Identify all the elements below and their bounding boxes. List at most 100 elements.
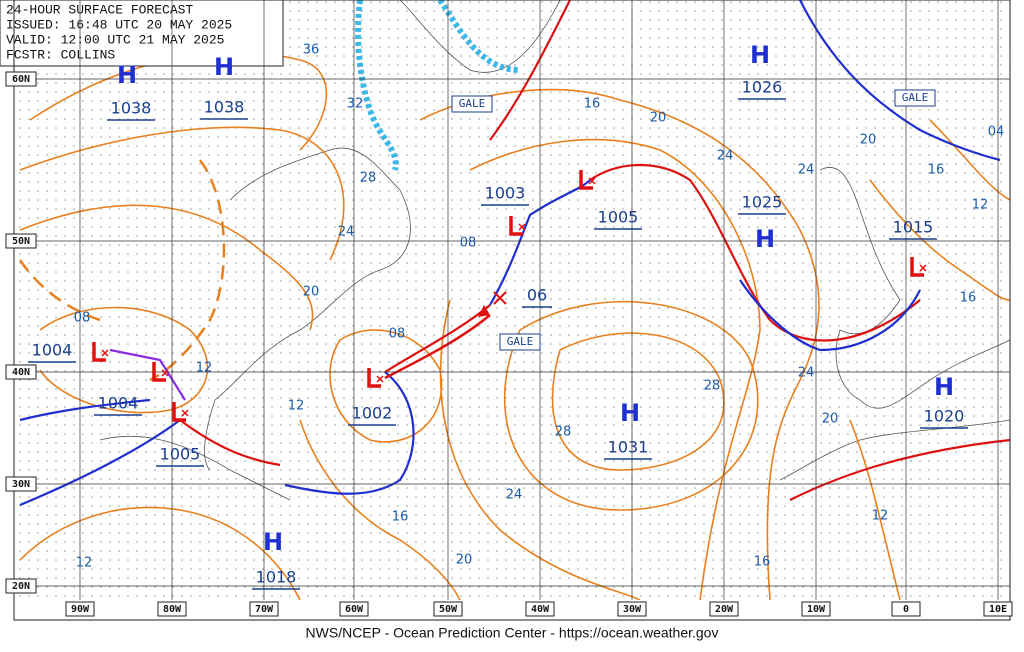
coast-africa [779,419,1011,481]
warm-front [179,419,281,467]
low-symbol [172,402,186,422]
isobar [39,306,209,414]
high-symbol: H [263,528,283,556]
coast-caribbean [99,435,291,501]
lon-label-box [339,601,369,617]
lon-label: 0 [903,604,909,615]
isobar-label: 20 [456,553,473,568]
lat-label: 40N [12,367,30,378]
header-line: FCSTR: COLLINS [6,47,115,62]
warm-front [489,0,571,141]
isobar [439,299,641,601]
gale-label: GALE [902,91,929,104]
low-pressure: 1005 [160,445,201,464]
isobar-label: 20 [303,285,320,300]
cold-front [799,0,1001,162]
low-symbol [92,342,106,362]
isobar-label: 16 [584,97,601,112]
lon-label-box [891,601,921,617]
high-pressure: 1026 [742,78,783,97]
low-pressure: 1004 [98,394,139,413]
isobar-label: 20 [822,412,839,427]
lat-label: 20N [12,581,30,592]
cold-front [739,279,921,352]
low-center-x [101,349,109,357]
low-center-x [376,375,384,383]
header-box [0,0,284,67]
gale-label: GALE [507,335,534,348]
gale-box [499,333,541,351]
isobar-label: 24 [798,163,815,178]
ice-edge [355,0,521,171]
low-pressure: 1015 [893,218,934,237]
cold-front [284,371,415,495]
high-symbol: H [750,41,770,69]
isobar-label: 28 [360,171,377,186]
high-symbol: H [755,225,775,253]
lon-label: 50W [439,604,458,615]
high-symbol: H [117,61,137,89]
cold-front [19,398,151,422]
isobar-label: 08 [460,236,477,251]
low-pressure: 1005 [598,208,639,227]
isobar [299,419,461,601]
low-pressure: 1002 [352,404,393,423]
dot-grid [14,0,1010,600]
isobar-label: 08 [74,311,91,326]
warm-front [589,164,921,342]
isobar-label: 36 [303,43,320,58]
developing-low-pressure: 06 [527,286,547,305]
low-center-x [919,264,927,272]
isobar-label: 12 [972,198,989,213]
lon-label-box [65,601,95,617]
lon-label: 70W [255,604,274,615]
low-symbol [152,362,166,382]
lon-label: 60W [345,604,364,615]
lon-label-box [709,601,739,617]
isobar [19,506,301,601]
isobar-label: 24 [717,149,734,164]
isobar-label: 28 [704,379,721,394]
isobar [849,419,901,601]
isobar [503,300,759,511]
isobar-label: 16 [960,291,977,306]
isobar-label: 12 [288,399,305,414]
header-line: ISSUED: 16:48 UTC 20 MAY 2025 [6,17,232,32]
lon-label: 30W [623,604,642,615]
high-symbol: H [214,53,234,81]
stationary-front [789,438,1011,501]
cold-front [489,179,591,306]
isobar-label: 24 [798,366,815,381]
high-pressure: 1038 [204,98,245,117]
isobar [19,126,345,261]
isobars [19,51,1011,601]
lon-label: 90W [71,604,90,615]
isobar-label: 16 [928,163,945,178]
map-frame [13,0,1011,621]
footer: NWS/NCEP - Ocean Prediction Center - htt… [306,625,719,641]
high-pressure: 1018 [256,568,297,587]
lon-label-box [525,601,555,617]
isobar-label: 24 [338,225,355,240]
low-symbol [910,257,924,277]
occluded-front [109,348,186,401]
future-low-x [493,291,507,305]
high-symbol: H [934,373,954,401]
lon-label: 10W [807,604,826,615]
lon-label-box [157,601,187,617]
high-pressure: 1020 [924,407,965,426]
low-pressure: 1004 [32,341,73,360]
isobar-label: 12 [76,556,93,571]
low-symbol [367,368,381,388]
isobar [19,204,314,331]
low-center-x [161,369,169,377]
isobar-label: 24 [506,488,523,503]
lat-label-box [5,578,37,594]
lon-label-box [801,601,831,617]
lat-label-box [5,364,37,380]
isobar-label: 12 [196,361,213,376]
isobar-label: 12 [872,509,889,524]
lat-label-box [5,71,37,87]
lon-label-box [433,601,463,617]
isobar-label: 32 [347,97,364,112]
